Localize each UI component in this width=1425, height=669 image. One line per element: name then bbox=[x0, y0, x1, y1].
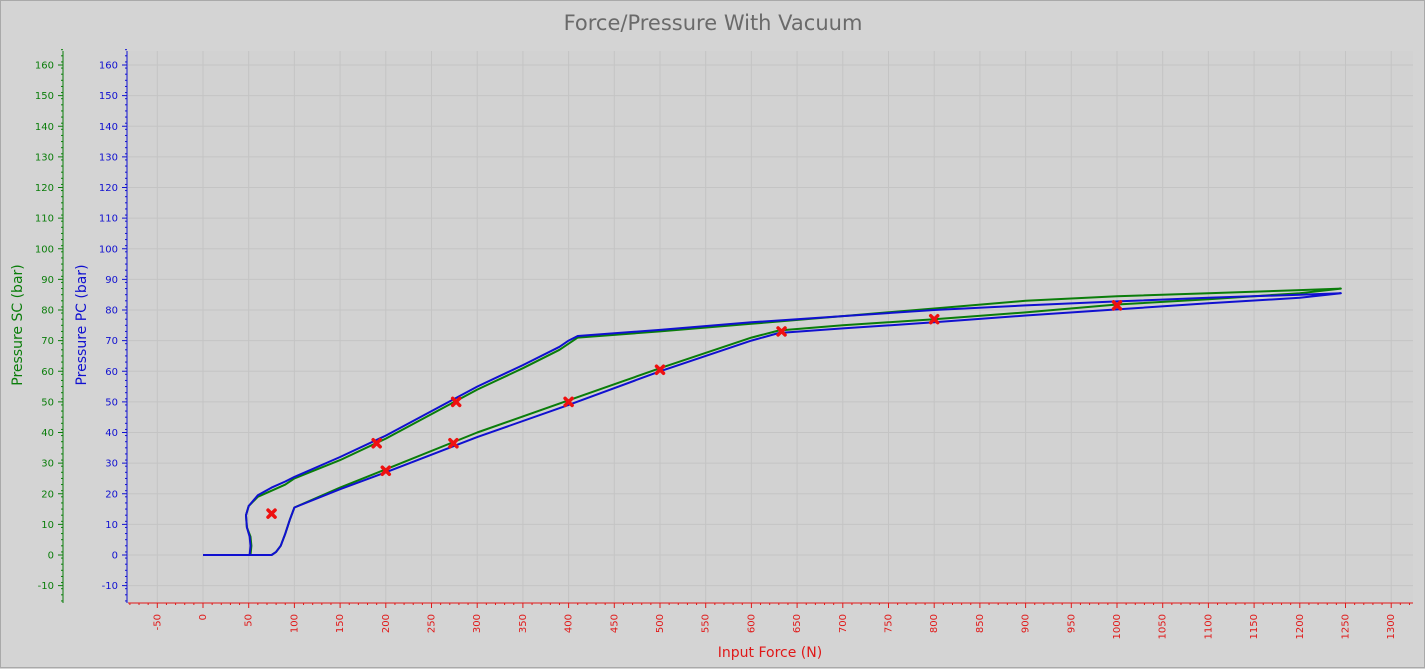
x-axis-tick-label: 450 bbox=[609, 614, 620, 633]
marker-stroke bbox=[371, 437, 382, 449]
x-axis-tick-label: 350 bbox=[518, 614, 529, 633]
y-axis-sc-tick-label: 20 bbox=[41, 489, 54, 500]
marker-stroke bbox=[266, 508, 277, 519]
marker-stroke bbox=[928, 313, 940, 325]
y-axis-sc-tick-label: 150 bbox=[35, 91, 54, 102]
y-axis-sc-tick-label: 40 bbox=[41, 428, 54, 439]
x-axis-tick-label: 100 bbox=[289, 614, 300, 633]
y-axis-sc-tick-label: 60 bbox=[41, 367, 54, 378]
marker bbox=[776, 326, 787, 337]
marker bbox=[371, 437, 382, 449]
y-axis-pc-tick-label: 120 bbox=[99, 183, 118, 194]
y-axis-pc-tick-label: 10 bbox=[105, 520, 118, 531]
y-axis-sc-tick-label: 0 bbox=[48, 551, 54, 562]
x-axis-tick-label: 850 bbox=[975, 614, 986, 633]
y-axis-pc-tick-label: 90 bbox=[105, 275, 118, 286]
y-axis-sc-tick-label: 140 bbox=[35, 122, 54, 133]
y-axis-sc-tick-label: 130 bbox=[35, 152, 54, 163]
marker bbox=[450, 396, 462, 408]
x-axis-tick-label: -50 bbox=[152, 614, 163, 630]
y-axis-title-pc: Pressure PC (bar) bbox=[74, 264, 90, 385]
y-axis-pc-tick-label: 30 bbox=[105, 459, 118, 470]
x-axis-tick-label: 1300 bbox=[1386, 614, 1397, 639]
y-axis-pc-tick-label: 50 bbox=[105, 397, 118, 408]
y-axis-pc-tick-label: 40 bbox=[105, 428, 118, 439]
y-axis-sc-tick-label: 90 bbox=[41, 275, 54, 286]
x-axis-tick-label: 650 bbox=[792, 614, 803, 633]
marker-stroke bbox=[563, 396, 574, 408]
x-axis-tick-label: 1250 bbox=[1341, 614, 1352, 639]
marker bbox=[448, 437, 459, 449]
marker bbox=[266, 508, 277, 519]
x-axis-tick-label: 700 bbox=[838, 614, 849, 633]
x-axis-tick-label: 50 bbox=[244, 614, 255, 627]
y-axis-pc-tick-label: 60 bbox=[105, 367, 118, 378]
marker-stroke bbox=[448, 437, 459, 449]
marker-stroke bbox=[654, 364, 666, 375]
x-axis-tick-label: 550 bbox=[701, 614, 712, 633]
marker-stroke bbox=[1111, 300, 1123, 311]
y-axis-sc-tick-label: -10 bbox=[38, 581, 54, 592]
y-axis-title-sc: Pressure SC (bar) bbox=[10, 264, 26, 386]
x-axis-tick-label: 150 bbox=[335, 614, 346, 633]
series-line-pc bbox=[203, 292, 1342, 556]
x-axis-tick-label: 600 bbox=[746, 614, 757, 633]
x-axis-tick-label: 950 bbox=[1066, 614, 1077, 633]
y-axis-pc-tick-label: -10 bbox=[102, 581, 118, 592]
x-axis-tick-label: 1200 bbox=[1295, 614, 1306, 639]
y-axis-sc-tick-label: 30 bbox=[41, 459, 54, 470]
x-axis-tick-label: 900 bbox=[1021, 614, 1032, 633]
marker-stroke bbox=[450, 396, 462, 408]
x-axis-tick-label: 200 bbox=[381, 614, 392, 633]
x-axis-title: Input Force (N) bbox=[718, 645, 822, 661]
y-axis-pc-tick-label: 160 bbox=[99, 61, 118, 72]
y-axis-pc-tick-label: 150 bbox=[99, 91, 118, 102]
y-axis-pc-tick-label: 20 bbox=[105, 489, 118, 500]
marker bbox=[1111, 300, 1123, 311]
y-axis-pc-tick-label: 130 bbox=[99, 152, 118, 163]
y-axis-pc-tick-label: 80 bbox=[105, 306, 118, 317]
y-axis-sc-tick-label: 50 bbox=[41, 397, 54, 408]
y-axis-sc-tick-label: 120 bbox=[35, 183, 54, 194]
marker bbox=[654, 364, 666, 375]
x-axis-tick-label: 750 bbox=[884, 614, 895, 633]
y-axis-sc-tick-label: 160 bbox=[35, 61, 54, 72]
x-axis-tick-label: 1050 bbox=[1158, 614, 1169, 639]
x-axis-tick-label: 250 bbox=[427, 614, 438, 633]
y-axis-sc-tick-label: 10 bbox=[41, 520, 54, 531]
y-axis-pc-tick-label: 0 bbox=[112, 551, 118, 562]
y-axis-pc-tick-label: 110 bbox=[99, 214, 118, 225]
x-axis-tick-label: 0 bbox=[198, 614, 209, 620]
x-axis-tick-label: 1100 bbox=[1203, 614, 1214, 639]
axes: -100102030405060708090100110120130140150… bbox=[35, 49, 1413, 639]
marker bbox=[928, 313, 940, 325]
y-axis-sc-tick-label: 100 bbox=[35, 244, 54, 255]
y-axis-pc-tick-label: 70 bbox=[105, 336, 118, 347]
x-axis-tick-label: 1000 bbox=[1112, 614, 1123, 639]
marker-stroke bbox=[380, 465, 392, 477]
y-axis-sc-tick-label: 80 bbox=[41, 306, 54, 317]
y-axis-sc-tick-label: 70 bbox=[41, 336, 54, 347]
y-axis-sc-tick-label: 110 bbox=[35, 214, 54, 225]
marker bbox=[380, 465, 392, 477]
x-axis-tick-label: 300 bbox=[472, 614, 483, 633]
y-axis-pc-tick-label: 100 bbox=[99, 244, 118, 255]
marker bbox=[563, 396, 574, 408]
series-layer bbox=[203, 287, 1342, 556]
chart-title: Force/Pressure With Vacuum bbox=[564, 11, 863, 35]
marker-stroke bbox=[776, 326, 787, 337]
marker-layer bbox=[266, 300, 1123, 519]
x-axis-tick-label: 500 bbox=[655, 614, 666, 633]
x-axis-tick-label: 1150 bbox=[1249, 614, 1260, 639]
x-axis-tick-label: 800 bbox=[929, 614, 940, 633]
plot-area bbox=[128, 51, 1413, 603]
x-axis-tick-label: 400 bbox=[564, 614, 575, 633]
y-axis-pc-tick-label: 140 bbox=[99, 122, 118, 133]
